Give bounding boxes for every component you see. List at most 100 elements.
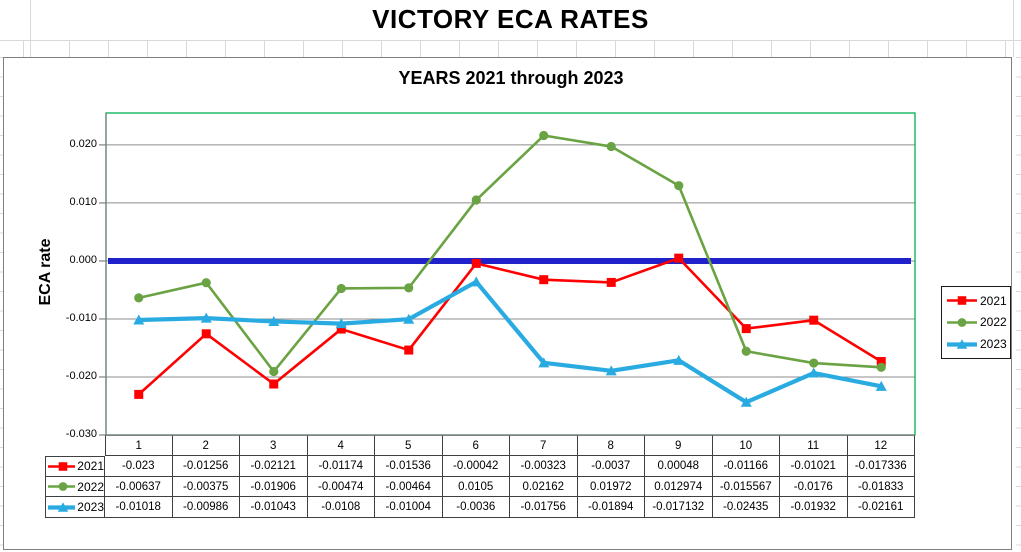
table-value-cell: 0.0105: [442, 476, 510, 498]
chart-data-table[interactable]: 1 2 3 4 5 6 7 8 9 10 11 12 2021 -0.023 -0.01256 -0.0212…: [45, 435, 916, 519]
table-value-cell: -0.01833: [847, 476, 915, 498]
table-column-header: 9: [645, 435, 713, 456]
table-row-label-text: 2023: [77, 500, 104, 515]
square-marker: [134, 389, 144, 399]
table-value-cell: -0.0036: [442, 497, 510, 519]
series-line-2022: [138, 134, 882, 373]
circle-marker: [876, 362, 886, 372]
chart-legend[interactable]: 2021 2022 2023: [941, 286, 1011, 359]
table-column-header: 10: [712, 435, 780, 456]
legend-item-2022[interactable]: 2022: [946, 315, 1010, 329]
circle-marker: [674, 181, 684, 191]
table-row-label-2023: 2023: [45, 497, 105, 519]
y-axis-tick-label: 0.010: [69, 195, 97, 208]
circle-marker: [404, 283, 414, 293]
y-axis-tick-label: -0.030: [65, 428, 97, 440]
square-marker: [58, 462, 68, 471]
table-column-header: 6: [442, 435, 510, 456]
page-title[interactable]: VICTORY ECA RATES: [372, 4, 649, 34]
y-axis-tick-label: 0.020: [69, 137, 97, 150]
table-value-cell: 0.01972: [577, 476, 645, 498]
table-value-cell: -0.02121: [240, 456, 308, 477]
table-value-cell: -0.01256: [172, 456, 240, 477]
table-column-header: 12: [847, 435, 915, 456]
circle-marker: [471, 195, 481, 205]
table-value-cell: -0.01906: [240, 476, 308, 498]
table-row-label-text: 2021: [77, 459, 104, 474]
triangle-marker: [57, 501, 69, 512]
table-value-cell: -0.017132: [645, 497, 713, 519]
square-marker: [336, 324, 346, 334]
table-value-cell: -0.02161: [847, 497, 915, 519]
triangle-marker: [956, 338, 968, 349]
table-value-cell: -0.00474: [307, 476, 375, 498]
triangle-marker: [740, 396, 752, 407]
triangle-marker: [808, 367, 820, 378]
square-marker: [876, 357, 886, 367]
table-value-cell: -0.01894: [577, 497, 645, 519]
circle-marker: [606, 141, 616, 152]
triangle-marker: [133, 314, 145, 325]
circle-marker: [134, 293, 144, 303]
table-value-cell: -0.00323: [510, 456, 578, 477]
table-column-header: 7: [510, 435, 578, 456]
triangle-marker: [673, 354, 685, 365]
series-2022[interactable]: [134, 130, 886, 377]
spreadsheet-cells-row[interactable]: [0, 41, 1021, 57]
circle-marker: [957, 318, 967, 327]
triangle-marker: [200, 312, 212, 323]
square-marker: [957, 296, 967, 306]
triangle-marker: [605, 365, 617, 376]
table-value-cell: -0.01174: [307, 456, 375, 477]
y-axis-title[interactable]: ECA rate: [37, 238, 54, 306]
table-value-cell: -0.02435: [712, 497, 780, 519]
chart-title[interactable]: YEARS 2021 through 2023: [398, 68, 624, 88]
table-value-cell: 0.02162: [510, 476, 578, 498]
row-gridlines-left: [0, 57, 3, 552]
legend-item-2023[interactable]: 2023: [946, 337, 1010, 351]
table-value-cell: -0.01004: [375, 497, 443, 519]
square-marker: [201, 329, 211, 339]
triangle-marker: [470, 276, 482, 287]
triangle-marker: [335, 318, 347, 329]
square-marker: [741, 324, 751, 334]
table-value-cell: -0.01536: [375, 456, 443, 477]
triangle-marker: [403, 313, 415, 324]
y-axis-tick-label: -0.020: [65, 369, 97, 382]
square-series-key-icon: [48, 462, 76, 471]
table-column-header: 2: [172, 435, 240, 456]
table-value-cell: -0.01021: [780, 456, 848, 477]
square-marker: [809, 315, 819, 325]
series-line-2021: [137, 256, 882, 396]
table-column-header: 8: [577, 435, 645, 456]
circle-legend-key-icon: [947, 318, 977, 327]
table-column-header: 4: [307, 435, 375, 456]
table-value-cell: -0.01043: [240, 497, 308, 519]
table-column-header: 1: [105, 435, 173, 456]
circle-marker: [58, 482, 68, 491]
table-value-cell: -0.00464: [375, 476, 443, 498]
square-marker: [471, 258, 481, 268]
triangle-marker: [268, 315, 280, 326]
square-marker: [674, 253, 684, 263]
square-marker: [606, 277, 616, 287]
series-2021[interactable]: [134, 253, 886, 399]
title-cell-row[interactable]: [0, 0, 1021, 41]
series-2023[interactable]: [133, 276, 887, 407]
legend-item-2021[interactable]: 2021: [946, 294, 1010, 308]
square-marker: [269, 379, 279, 389]
table-value-cell: -0.01018: [105, 497, 173, 519]
table-value-cell: -0.00637: [105, 476, 173, 498]
table-row-label-2021: 2021: [45, 456, 105, 477]
table-value-cell: 0.00048: [645, 456, 713, 477]
legend-label: 2021: [980, 293, 1007, 308]
series-line-2023: [138, 279, 882, 405]
plot-border: [105, 112, 916, 436]
table-row-label-2022: 2022: [45, 476, 105, 498]
table-value-cell: -0.0176: [780, 476, 848, 498]
table-column-header: 5: [375, 435, 443, 456]
table-value-cell: -0.015567: [712, 476, 780, 498]
table-value-cell: -0.01166: [712, 456, 780, 477]
